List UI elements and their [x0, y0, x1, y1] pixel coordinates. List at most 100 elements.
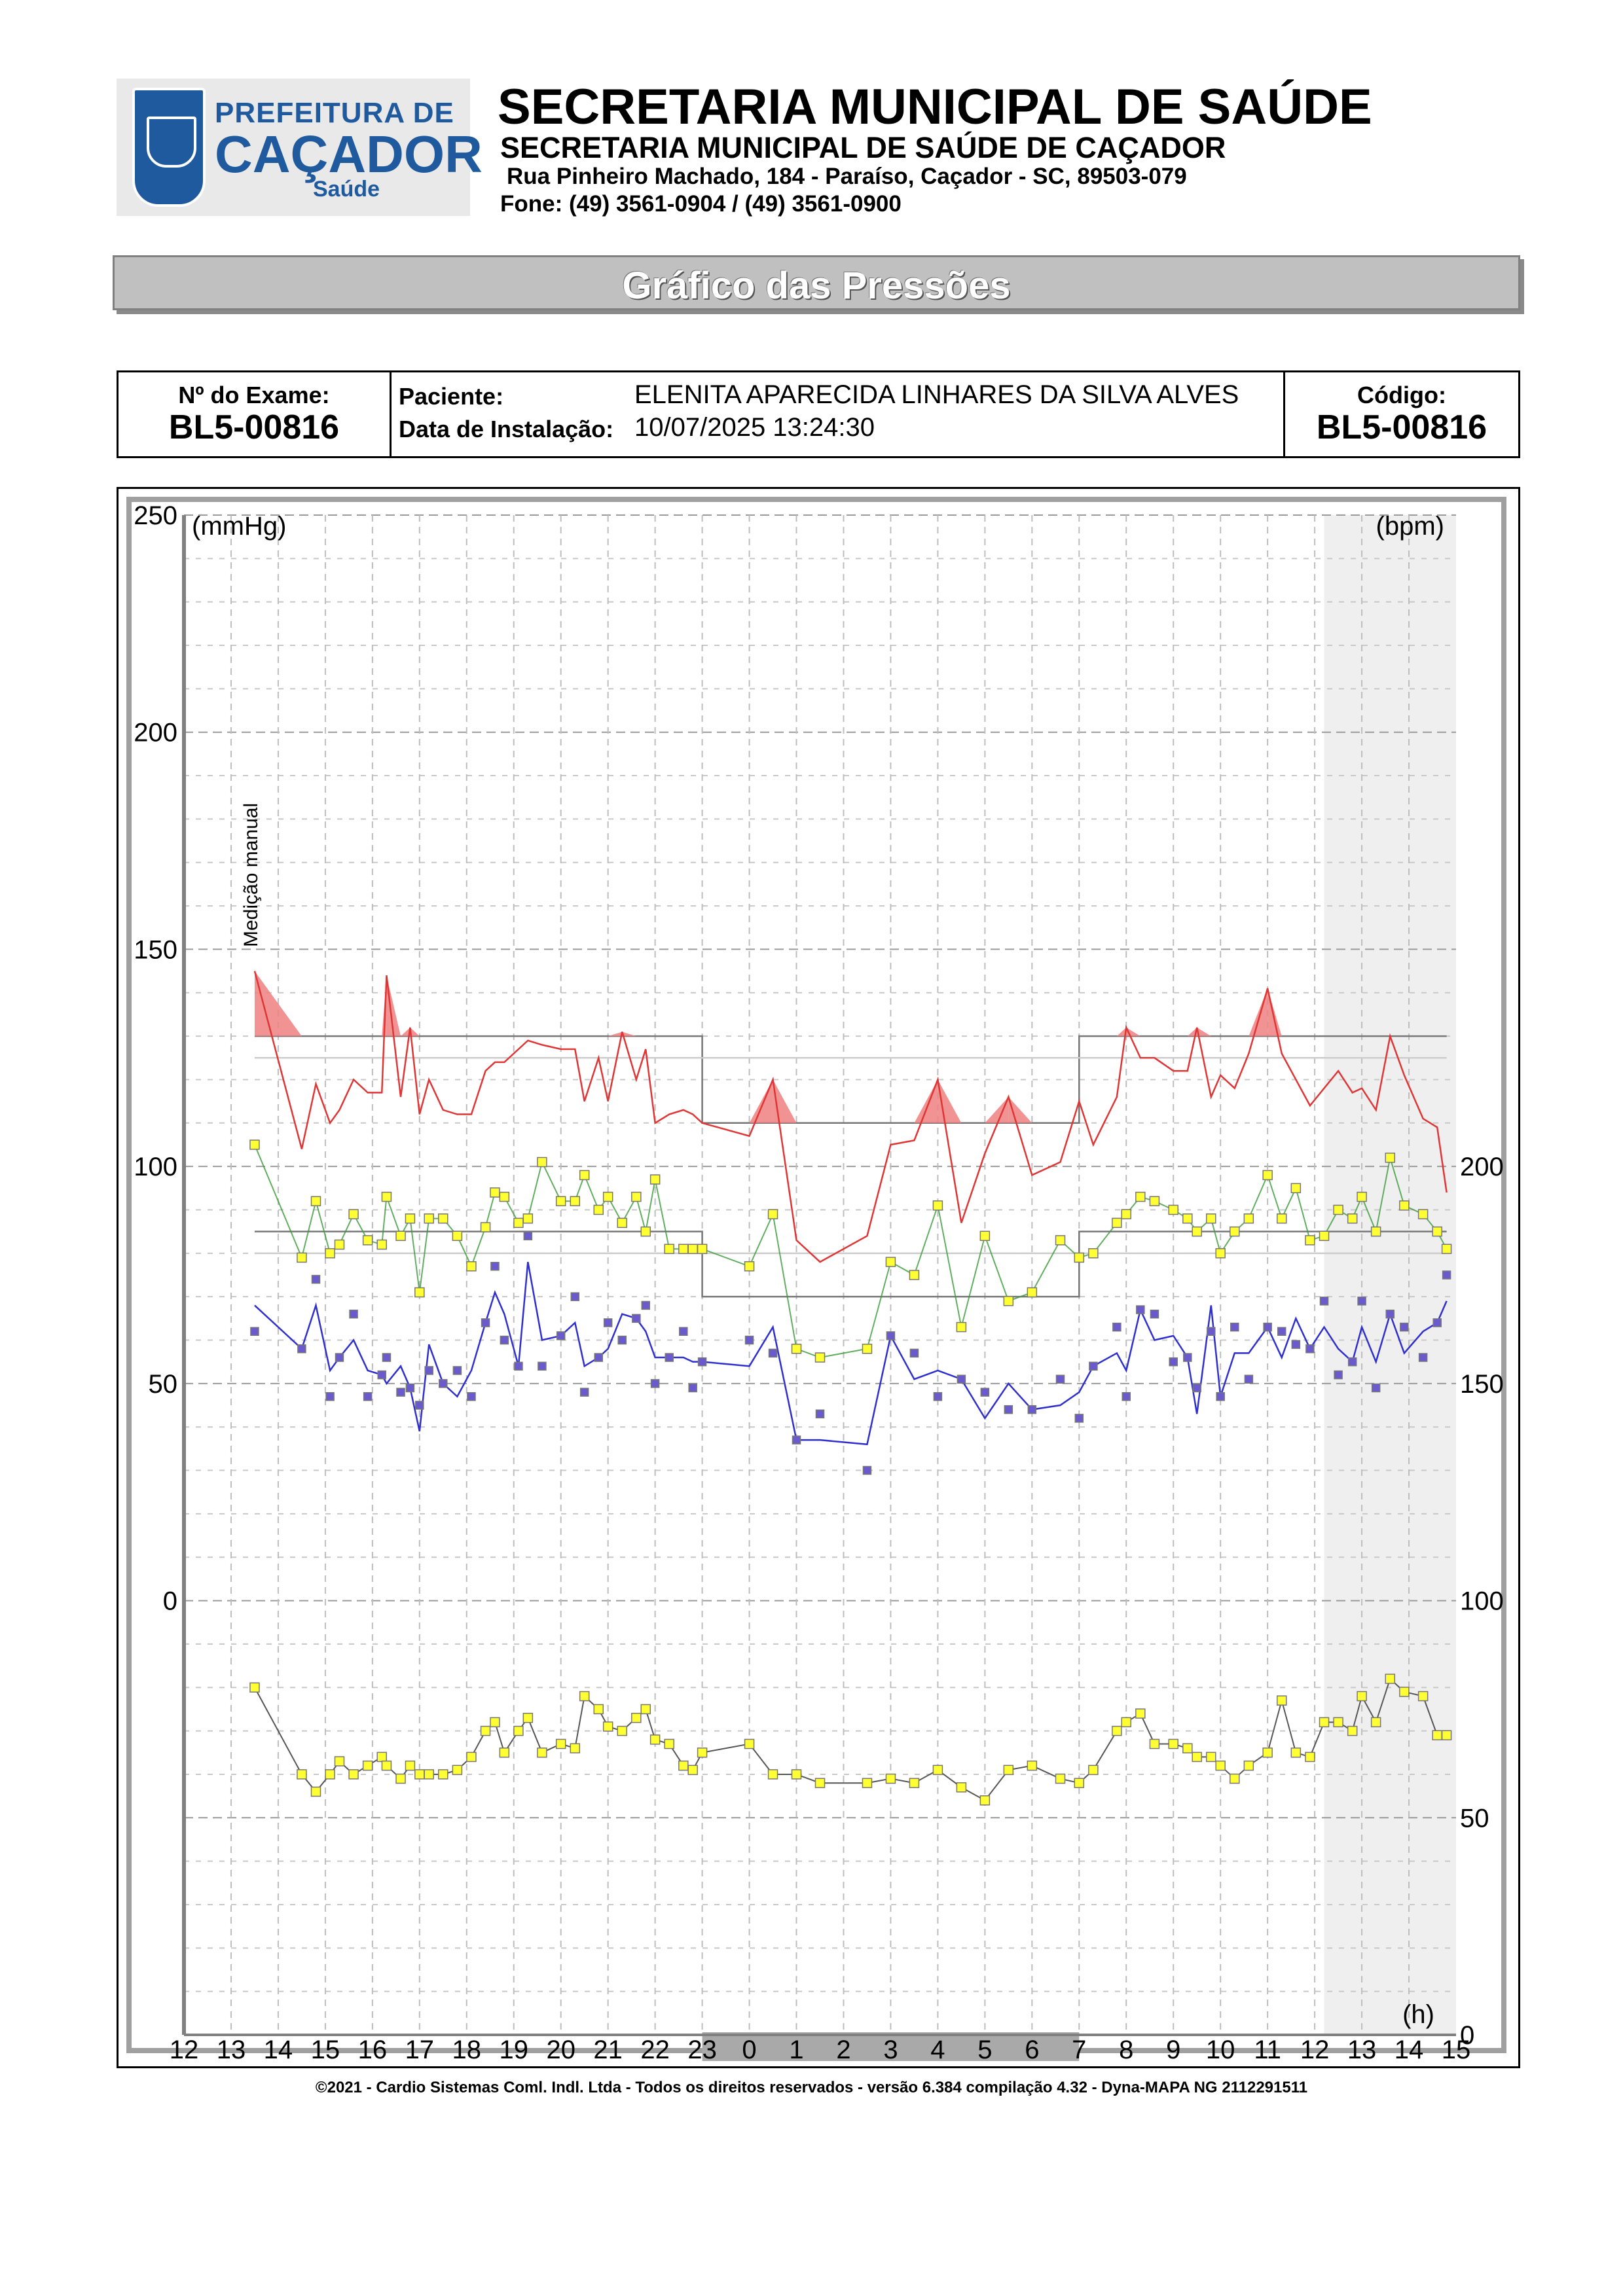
x-tick-label: 1: [789, 2036, 803, 2064]
diastolic-point: [1004, 1405, 1013, 1414]
diastolic-point: [335, 1353, 344, 1362]
heart-rate-point: [395, 1773, 406, 1784]
mean-point: [1357, 1191, 1367, 1202]
heart-rate-point: [649, 1734, 661, 1745]
x-tick-label: 9: [1166, 2036, 1180, 2064]
banner-title: Gráfico das Pressões: [622, 264, 1011, 307]
heart-rate-point: [1290, 1748, 1302, 1758]
heart-rate-point: [862, 1778, 873, 1788]
heart-rate-point: [466, 1751, 477, 1763]
right-tick-label: 50: [1460, 1804, 1489, 1833]
mean-point: [697, 1244, 708, 1254]
systolic-excess-area: [622, 1031, 636, 1037]
diastolic-point: [594, 1353, 604, 1362]
mean-point: [1230, 1226, 1240, 1237]
right-tick-label: 150: [1460, 1370, 1504, 1399]
systolic-excess-area: [1116, 1027, 1127, 1037]
diastolic-point: [1112, 1322, 1122, 1332]
heart-rate-point: [1121, 1717, 1132, 1728]
mean-point: [932, 1200, 943, 1211]
mean-point: [593, 1204, 604, 1215]
heart-rate-point: [1262, 1748, 1273, 1758]
diastolic-point: [1183, 1353, 1192, 1362]
code-cell: Código: BL5-00816: [1283, 372, 1518, 456]
mean-point: [1370, 1226, 1381, 1237]
left-tick-label: 50: [149, 1370, 178, 1399]
right-tick-label: 100: [1460, 1587, 1504, 1616]
diastolic-point: [603, 1318, 613, 1327]
diastolic-point: [1192, 1383, 1201, 1393]
city-crest-icon: [132, 88, 206, 207]
x-tick-label: 11: [1254, 2036, 1281, 2064]
heart-rate-point: [499, 1748, 510, 1758]
diastolic-point: [1122, 1392, 1131, 1401]
diastolic-point: [641, 1300, 650, 1310]
heart-rate-point: [1003, 1765, 1014, 1776]
left-tick-label: 0: [163, 1587, 177, 1616]
mean-point: [1055, 1235, 1066, 1246]
heart-rate-point: [522, 1712, 534, 1723]
grid-lines: [184, 514, 1456, 2036]
mean-point: [909, 1270, 920, 1280]
systolic-excess-area: [749, 1079, 773, 1123]
diastolic-point: [363, 1392, 373, 1401]
x-tick-label: 13: [1347, 2036, 1377, 2064]
mean-point: [579, 1170, 590, 1181]
heart-rate-point: [570, 1743, 581, 1753]
mean-point: [1135, 1191, 1146, 1202]
diastolic-point: [688, 1383, 697, 1393]
heart-rate-point: [664, 1738, 674, 1749]
x-tick-label: 19: [499, 2036, 528, 2064]
code-label: Código:: [1357, 382, 1446, 408]
diastolic-point: [1291, 1340, 1301, 1349]
mean-point: [1417, 1209, 1429, 1219]
diastolic-point: [1334, 1370, 1343, 1380]
mean-point: [602, 1191, 613, 1202]
mean-point: [1168, 1204, 1178, 1215]
mean-point: [1182, 1213, 1193, 1224]
x-tick-label: 20: [546, 2036, 575, 2064]
mean-point: [424, 1213, 434, 1224]
x-tick-label: 10: [1206, 2036, 1235, 2064]
exam-info-table: Nº do Exame: BL5-00816 Paciente: ELENITA…: [117, 370, 1520, 458]
diastolic-point: [1347, 1357, 1357, 1367]
heart-rate-point: [593, 1704, 604, 1715]
x-tick-label: 6: [1025, 2036, 1039, 2064]
mean-point: [885, 1257, 896, 1267]
diastolic-point: [980, 1388, 990, 1397]
mean-point: [513, 1217, 524, 1229]
diastolic-point: [815, 1409, 825, 1419]
diastolic-point: [311, 1274, 321, 1284]
diastolic-point: [1055, 1374, 1065, 1384]
diastolic-point: [452, 1366, 462, 1375]
mean-point: [678, 1244, 689, 1254]
x-tick-label: 0: [742, 2036, 756, 2064]
mean-point: [791, 1344, 802, 1354]
mean-point: [1121, 1209, 1132, 1219]
mean-point: [744, 1261, 755, 1272]
left-tick-label: 250: [134, 501, 177, 530]
diastolic-point: [570, 1292, 580, 1301]
install-date-value: 10/07/2025 13:24:30: [634, 413, 875, 442]
heart-rate-point: [297, 1769, 307, 1780]
patient-value: ELENITA APARECIDA LINHARES DA SILVA ALVE…: [634, 380, 1239, 409]
mean-point: [687, 1244, 698, 1254]
mean-point: [1319, 1230, 1330, 1242]
heart-rate-point: [1319, 1717, 1330, 1728]
diastolic-point: [697, 1357, 707, 1367]
diastolic-point: [556, 1331, 566, 1340]
mean-point: [490, 1187, 500, 1198]
pressure-chart-frame: 250 200 150 100 50 0 200 150 100 50 0 12 13 14 15 16 17 1…: [117, 487, 1520, 2068]
x-tick-label: 5: [977, 2036, 992, 2064]
diastolic-point: [377, 1370, 386, 1380]
heart-rate-point: [1276, 1695, 1287, 1706]
heart-rate-point: [1149, 1738, 1160, 1749]
x-tick-label: 8: [1119, 2036, 1133, 2064]
mean-point: [1149, 1196, 1160, 1206]
x-tick-label: 14: [264, 2036, 293, 2064]
diastolic-point: [1169, 1357, 1178, 1367]
heart-rate-point: [640, 1704, 651, 1715]
diastolic-point: [1385, 1309, 1395, 1319]
heart-rate-point: [424, 1769, 434, 1780]
